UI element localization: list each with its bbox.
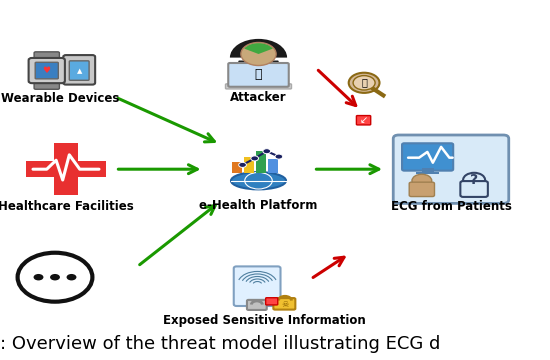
Circle shape xyxy=(251,156,258,161)
Text: e-Health Platform: e-Health Platform xyxy=(199,199,318,212)
FancyBboxPatch shape xyxy=(69,61,89,80)
Circle shape xyxy=(463,173,485,187)
FancyBboxPatch shape xyxy=(34,52,59,60)
Circle shape xyxy=(412,174,432,187)
FancyBboxPatch shape xyxy=(356,116,371,125)
FancyBboxPatch shape xyxy=(273,298,295,310)
Circle shape xyxy=(34,274,43,280)
Bar xyxy=(422,168,434,173)
Text: ?: ? xyxy=(470,173,478,187)
Circle shape xyxy=(263,149,271,154)
FancyBboxPatch shape xyxy=(460,181,488,197)
Wedge shape xyxy=(230,39,287,58)
Circle shape xyxy=(239,162,246,167)
FancyBboxPatch shape xyxy=(409,182,434,197)
FancyBboxPatch shape xyxy=(29,58,65,83)
Bar xyxy=(256,151,266,173)
Circle shape xyxy=(275,154,283,159)
Text: Wearable Devices: Wearable Devices xyxy=(1,93,120,105)
FancyBboxPatch shape xyxy=(34,81,59,89)
Circle shape xyxy=(241,42,276,66)
Text: ▲: ▲ xyxy=(76,68,82,74)
Circle shape xyxy=(67,274,76,280)
FancyBboxPatch shape xyxy=(266,298,278,305)
Polygon shape xyxy=(228,61,289,85)
Text: 🛡: 🛡 xyxy=(255,68,262,81)
Text: Exposed Sensitive Information: Exposed Sensitive Information xyxy=(163,314,365,327)
Circle shape xyxy=(353,76,375,90)
Circle shape xyxy=(18,253,92,302)
Text: 🐛: 🐛 xyxy=(361,77,367,87)
Bar xyxy=(244,157,254,173)
FancyBboxPatch shape xyxy=(228,63,289,87)
Bar xyxy=(54,143,78,195)
Text: ECG from Patients: ECG from Patients xyxy=(390,201,512,213)
FancyBboxPatch shape xyxy=(226,84,292,89)
Bar xyxy=(268,159,278,173)
FancyBboxPatch shape xyxy=(234,266,280,306)
Bar xyxy=(416,172,439,174)
Text: ☠: ☠ xyxy=(281,300,289,309)
Circle shape xyxy=(349,73,379,93)
FancyBboxPatch shape xyxy=(247,300,267,310)
Text: ↙: ↙ xyxy=(360,115,367,125)
Bar xyxy=(232,162,242,173)
Text: Attacker: Attacker xyxy=(230,91,287,104)
Circle shape xyxy=(50,274,60,280)
Text: : Overview of the threat model illustrating ECG d: : Overview of the threat model illustrat… xyxy=(0,335,441,353)
FancyBboxPatch shape xyxy=(35,62,58,79)
FancyBboxPatch shape xyxy=(393,135,509,203)
FancyBboxPatch shape xyxy=(402,143,453,171)
FancyBboxPatch shape xyxy=(63,55,95,85)
Ellipse shape xyxy=(231,172,286,189)
Bar xyxy=(26,161,106,177)
Wedge shape xyxy=(244,43,273,54)
Text: ♥: ♥ xyxy=(43,66,51,75)
Text: Healthcare Facilities: Healthcare Facilities xyxy=(0,201,134,213)
